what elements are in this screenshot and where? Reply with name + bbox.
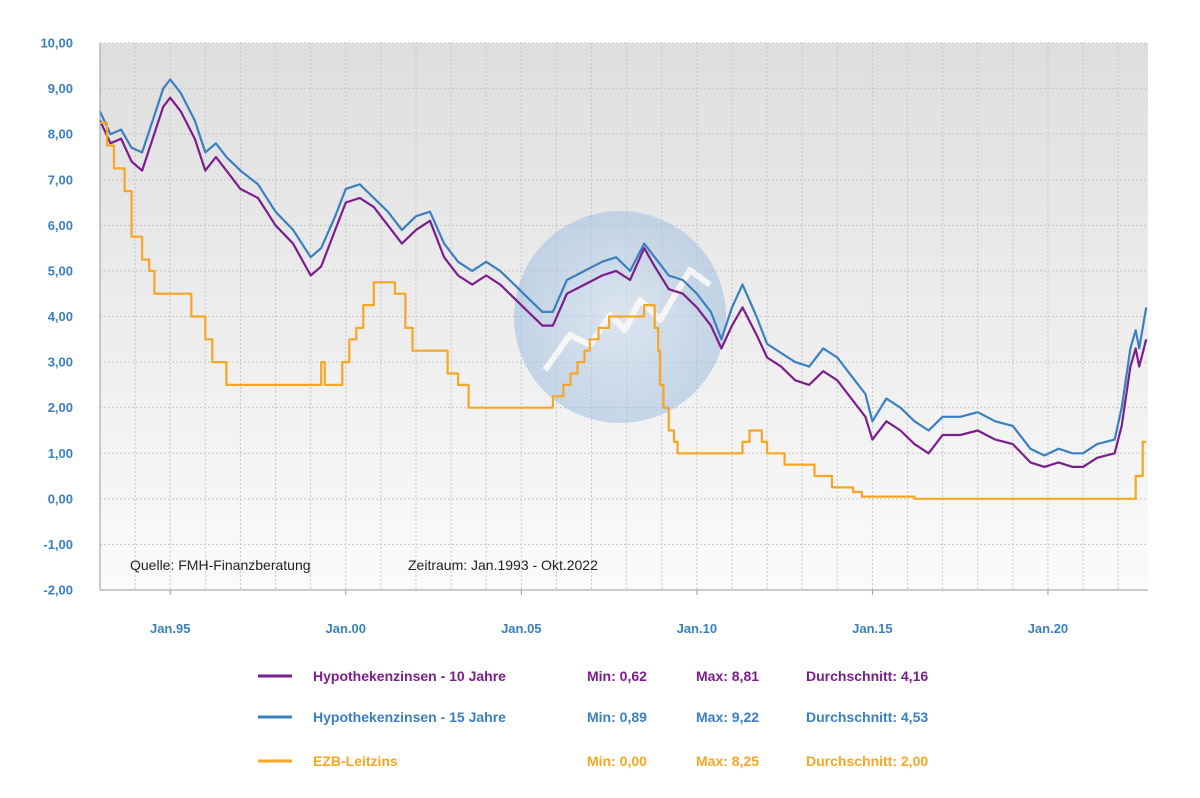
y-tick-label: 1,00 — [48, 446, 73, 461]
legend-average: Durchschnitt: 4,53 — [806, 709, 928, 725]
y-tick-label: 0,00 — [48, 491, 73, 506]
legend-series-name: Hypothekenzinsen - 10 Jahre — [313, 668, 506, 684]
legend-max: Max: 8,25 — [696, 753, 759, 769]
legend-max: Max: 9,22 — [696, 709, 759, 725]
x-tick-label: Jan.15 — [852, 621, 892, 636]
y-tick-label: -1,00 — [43, 537, 73, 552]
x-tick-label: Jan.95 — [150, 621, 190, 636]
y-tick-label: 8,00 — [48, 127, 73, 142]
legend: Hypothekenzinsen - 10 Jahre Min: 0,62 Max:… — [258, 668, 928, 769]
y-tick-label: 9,00 — [48, 81, 73, 96]
y-tick-label: 5,00 — [48, 263, 73, 278]
legend-series-name: EZB-Leitzins — [313, 753, 398, 769]
series-line-3 — [100, 121, 1147, 500]
legend-average: Durchschnitt: 2,00 — [806, 753, 928, 769]
y-tick-label: 2,00 — [48, 400, 73, 415]
y-tick-label: 7,00 — [48, 172, 73, 187]
y-tick-label: 6,00 — [48, 218, 73, 233]
series-line-1 — [99, 96, 1148, 468]
legend-min: Min: 0,89 — [587, 709, 647, 725]
y-tick-label: 4,00 — [48, 309, 73, 324]
series-line-2 — [99, 78, 1148, 457]
legend-min: Min: 0,00 — [587, 753, 647, 769]
y-tick-label: 10,00 — [40, 36, 73, 51]
x-tick-label: Jan.00 — [326, 621, 366, 636]
legend-min: Min: 0,62 — [587, 668, 647, 684]
x-tick-label: Jan.05 — [501, 621, 541, 636]
legend-series-name: Hypothekenzinsen - 15 Jahre — [313, 709, 506, 725]
period-note: Zeitraum: Jan.1993 - Okt.2022 — [408, 557, 598, 573]
y-tick-label: -2,00 — [43, 583, 73, 598]
legend-max: Max: 8,81 — [696, 668, 759, 684]
y-tick-label: 3,00 — [48, 355, 73, 370]
x-tick-label: Jan.20 — [1028, 621, 1068, 636]
x-axis-ticks: Jan.95 Jan.00 Jan.05 Jan.10 Jan.15 Jan.20 — [150, 590, 1068, 636]
legend-average: Durchschnitt: 4,16 — [806, 668, 928, 684]
source-note: Quelle: FMH-Finanzberatung — [130, 557, 311, 573]
x-tick-label: Jan.10 — [677, 621, 717, 636]
series-lines — [99, 78, 1148, 500]
y-axis-ticks: 10,00 9,00 8,00 7,00 6,00 5,00 4,00 3,00 2,00 1,0… — [40, 36, 73, 598]
